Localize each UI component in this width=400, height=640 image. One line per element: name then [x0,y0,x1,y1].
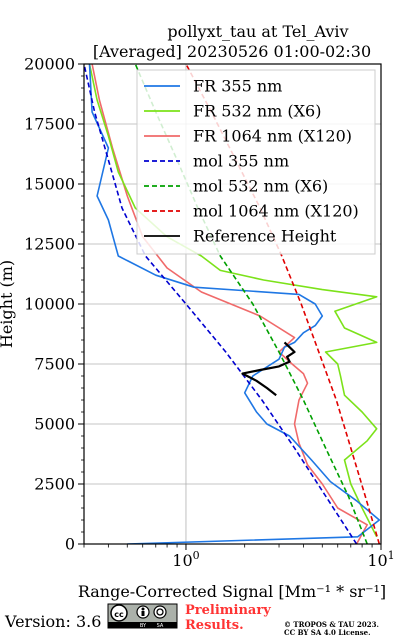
x-tick-label: 100 [172,549,199,570]
x-axis-label: Range-Corrected Signal [Mm⁻¹ * sr⁻¹] [78,582,386,601]
copyright-line-1: © TROPOS & TAU 2023. [284,620,379,629]
series-mol532-line [134,64,368,544]
legend-label-mol1064: mol 1064 nm (X120) [193,202,359,221]
legend: FR 355 nm FR 532 nm (X6) FR 1064 nm (X120)… [136,69,376,255]
y-tick-label: 20000 [24,55,75,74]
cc-icon [110,604,128,622]
y-tick-label: 0 [65,535,75,554]
y-tick-label: 5000 [34,415,75,434]
results-label: Results. [185,618,244,633]
axes: 100 101 0 2500 5000 7500 10000 12500 15000 17500 2… [24,55,395,571]
legend-label-fr532: FR 532 nm (X6) [193,102,321,121]
by-icon-body [141,611,145,616]
legend-label-fr355: FR 355 nm [193,77,282,96]
preliminary-label: Preliminary [185,603,271,618]
series-fr532-line [88,64,378,538]
version-label: Version: 3.6 [4,612,101,631]
cc-license-badge: cc BY SA [107,603,178,629]
copyright-line-2: CC BY SA 4.0 License. [284,628,371,637]
legend-label-mol532: mol 532 nm (X6) [193,177,328,196]
y-tick-label: 12500 [24,235,75,254]
y-tick-label: 7500 [34,355,75,374]
series-ref-line [241,341,296,397]
series-fr355-line [88,64,381,544]
series-layer [84,64,381,544]
legend-label-ref: Reference Height [193,227,337,246]
legend-label-fr1064: FR 1064 nm (X120) [193,127,352,146]
legend-box [136,69,376,255]
x-tick-label: 101 [367,549,394,570]
sa-icon-arrow [156,608,164,616]
series-fr1064-line [91,64,368,544]
y-tick-label: 2500 [34,475,75,494]
chart-subtitle: [Averaged] 20230526 01:00-02:30 [93,42,371,61]
y-tick-label: 15000 [24,175,75,194]
cc-icon-glyph: cc [114,610,124,619]
license-sa-label: SA [157,623,164,629]
license-badge-strip [108,622,177,628]
y-axis-label: Height (m) [0,260,16,348]
license-by-label: BY [140,623,147,629]
y-tick-label: 10000 [24,295,75,314]
chart-title: pollyxt_tau at Tel_Aviv [167,22,348,41]
by-icon-head [141,607,145,611]
y-tick-label: 17500 [24,115,75,134]
sa-icon [153,605,167,619]
legend-label-mol355: mol 355 nm [193,152,289,171]
